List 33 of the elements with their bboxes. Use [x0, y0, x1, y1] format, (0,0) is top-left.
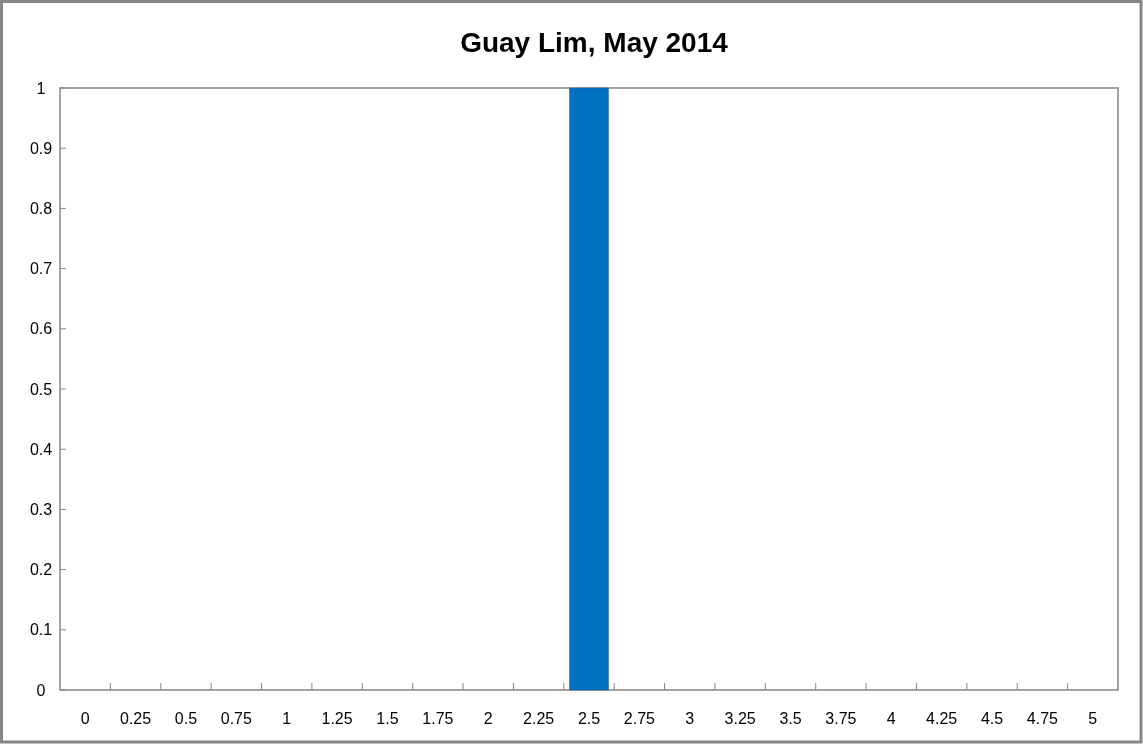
y-tick-label: 1	[36, 79, 46, 97]
y-tick-label: 0.4	[29, 440, 53, 458]
x-tick-label: 1.75	[422, 709, 454, 727]
y-tick-label: 0.1	[29, 621, 53, 639]
x-tick-label: 3.25	[724, 709, 756, 727]
x-tick-label: 0.75	[220, 709, 253, 727]
x-tick-label: 0.25	[120, 709, 152, 727]
x-tick-label: 2.75	[623, 709, 656, 727]
x-tick-label: 3	[685, 709, 695, 727]
y-tick-label: 0.9	[29, 139, 53, 157]
y-tick-label: 0.6	[29, 320, 53, 338]
x-tick-label: 2.25	[523, 709, 555, 727]
x-tick-label: 1.5	[376, 709, 399, 727]
x-tick-label: 4	[886, 709, 896, 727]
y-tick-label: 0.8	[29, 199, 53, 217]
x-tick-label: 4.75	[1026, 709, 1059, 727]
x-tick-label: 1.25	[321, 709, 353, 727]
y-tick-label: 0.3	[29, 500, 53, 518]
x-tick-label: 0.5	[174, 709, 198, 727]
y-tick-label: 0.5	[29, 380, 53, 398]
x-tick-label: 4.5	[980, 709, 1004, 727]
x-tick-label: 3.5	[779, 709, 802, 727]
y-tick-label: 0	[36, 681, 46, 699]
x-tick-label: 0	[80, 709, 90, 727]
x-tick-label: 3.75	[825, 709, 857, 727]
x-tick-label: 2.5	[577, 709, 601, 727]
x-tick-label: 5	[1088, 709, 1098, 727]
x-tick-label: 4.25	[926, 709, 958, 727]
x-tick-label: 1	[282, 709, 292, 727]
x-tick-label: 2	[483, 709, 493, 727]
y-tick-label: 0.7	[29, 260, 53, 278]
y-tick-label: 0.2	[29, 561, 53, 579]
chart-title: Guay Lim, May 2014	[460, 26, 729, 58]
